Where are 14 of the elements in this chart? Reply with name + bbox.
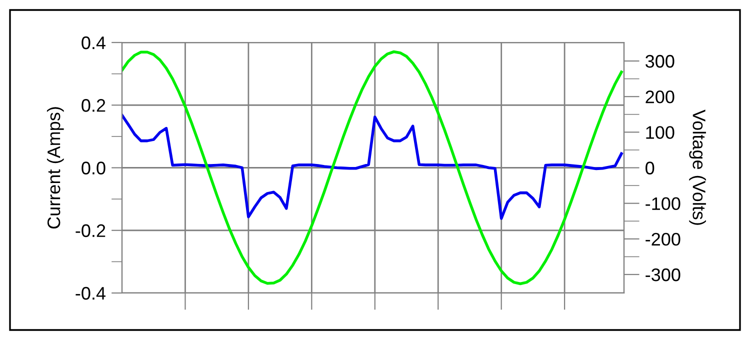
y2-tick-label: -300 (646, 268, 680, 282)
y2-tick-label: -100 (646, 197, 680, 210)
y-tick-label: 0.4 (82, 36, 106, 50)
y-tick-label: 0.0 (82, 162, 106, 174)
y2-tick-label: 300 (646, 54, 674, 68)
y2-tick-label: 100 (646, 126, 674, 139)
y2-axis-title: Voltage (Volts) (689, 110, 706, 225)
y2-tick-label: 200 (646, 90, 674, 104)
y-tick-label: 0.2 (82, 99, 106, 112)
y-tick-label: -0.2 (76, 224, 106, 238)
y2-tick-label: -200 (646, 232, 680, 246)
y-tick-label: -0.4 (76, 286, 106, 300)
y2-tick-label: 0 (646, 162, 654, 174)
y-axis-title: Current (Amps) (46, 107, 64, 229)
